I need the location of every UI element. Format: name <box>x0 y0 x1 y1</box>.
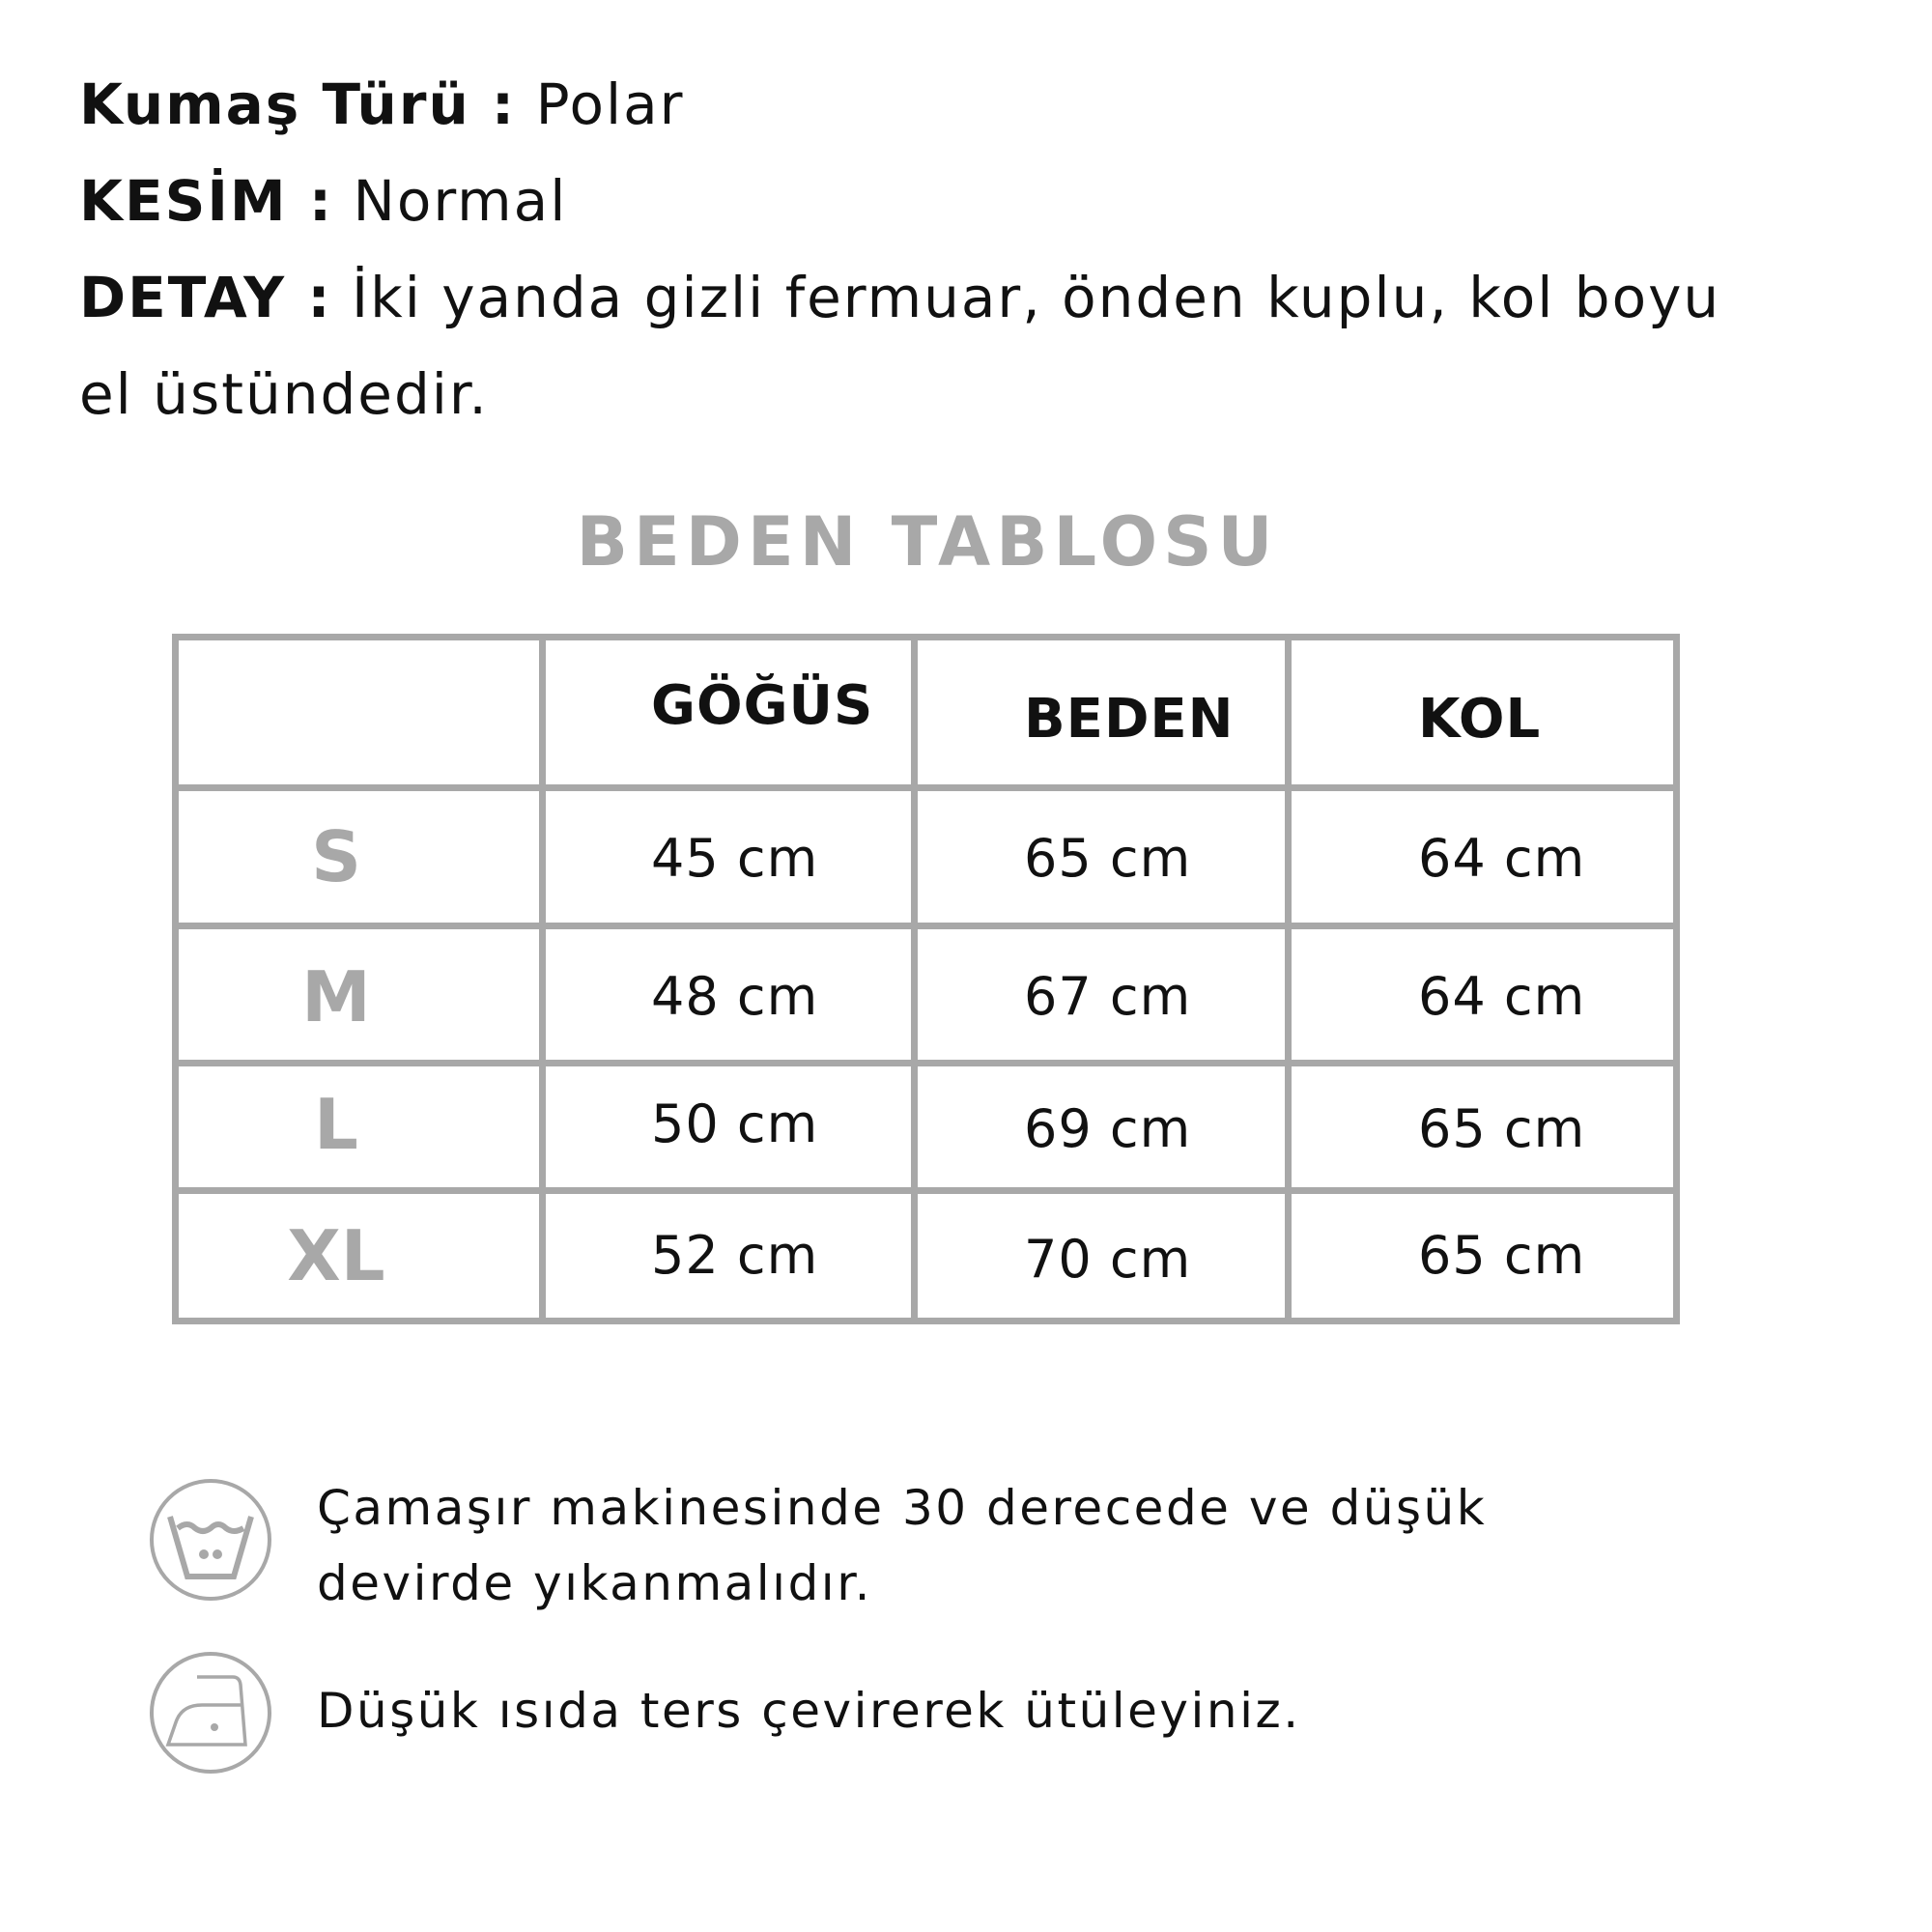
header-body: BEDEN <box>1024 688 1235 751</box>
fabric-label: Kumaş Türü : <box>79 71 517 137</box>
table-divider <box>911 635 918 1323</box>
table-cell: 69 cm <box>1024 1098 1192 1159</box>
fabric-value: Polar <box>535 71 685 137</box>
table-divider <box>539 635 546 1323</box>
table-cell: 67 cm <box>1024 966 1192 1027</box>
size-label: XL <box>287 1215 385 1296</box>
table-cell: 64 cm <box>1418 966 1586 1027</box>
size-label: L <box>314 1084 358 1165</box>
iron-low-icon <box>150 1652 271 1774</box>
table-border <box>172 1318 1680 1324</box>
table-cell: 50 cm <box>651 1094 819 1154</box>
detail-value: İki yanda gizli fermuar, önden kuplu, ko… <box>352 265 1721 330</box>
detail-continued: el üstündedir. <box>79 361 489 427</box>
detail: DETAY : İki yanda gizli fermuar, önden k… <box>79 249 1720 346</box>
size-table-title: BEDEN TABLOSU <box>576 502 1279 582</box>
table-divider <box>1285 635 1292 1323</box>
table-cell: 52 cm <box>651 1225 819 1286</box>
table-cell: 45 cm <box>651 828 819 889</box>
wash-instruction: Çamaşır makinesinde 30 derecede ve düşük… <box>317 1470 1487 1621</box>
size-label: S <box>311 816 361 897</box>
table-divider <box>172 923 1680 929</box>
wash-instruction-line2: devirde yıkanmalıdır. <box>317 1555 873 1611</box>
header-chest: GÖĞÜS <box>651 674 874 737</box>
table-divider <box>172 1187 1680 1194</box>
cut-value: Normal <box>353 168 568 234</box>
wash-instruction-line1: Çamaşır makinesinde 30 derecede ve düşük <box>317 1480 1488 1536</box>
fabric-type: Kumaş Türü : Polar <box>79 56 684 153</box>
cut-label: KESİM : <box>79 168 334 234</box>
table-cell: 70 cm <box>1024 1229 1192 1290</box>
header-sleeve: KOL <box>1418 688 1542 751</box>
table-cell: 65 cm <box>1024 828 1192 889</box>
table-cell: 64 cm <box>1418 828 1586 889</box>
iron-instruction: Düşük ısıda ters çevirerek ütüleyiniz. <box>317 1683 1301 1739</box>
table-border <box>1673 635 1680 1323</box>
table-cell: 65 cm <box>1418 1098 1586 1159</box>
table-border <box>172 635 179 1323</box>
wash-30-gentle-icon <box>150 1479 271 1601</box>
table-divider <box>172 784 1680 791</box>
table-cell: 48 cm <box>651 966 819 1027</box>
cut: KESİM : Normal <box>79 153 567 249</box>
size-label: M <box>301 956 371 1037</box>
table-border <box>172 634 1680 640</box>
table-cell: 65 cm <box>1418 1225 1586 1286</box>
detail-label: DETAY : <box>79 265 332 330</box>
table-divider <box>172 1060 1680 1066</box>
